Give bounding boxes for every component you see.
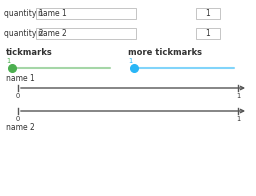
Text: 1: 1 [236,115,240,122]
Text: name 2: name 2 [6,123,35,132]
FancyBboxPatch shape [36,7,136,18]
Text: 0: 0 [16,93,20,99]
Text: 1: 1 [6,58,10,64]
Text: quantity 2:: quantity 2: [4,28,46,37]
Text: 0: 0 [16,115,20,122]
Text: 1: 1 [128,58,132,64]
Text: tickmarks: tickmarks [6,47,53,56]
Text: more tickmarks: more tickmarks [128,47,202,56]
FancyBboxPatch shape [36,27,136,38]
FancyBboxPatch shape [196,7,220,18]
Text: 1: 1 [206,28,210,37]
Text: name 2: name 2 [38,28,67,37]
Text: 1: 1 [236,93,240,99]
FancyBboxPatch shape [196,27,220,38]
Text: quantity 1:: quantity 1: [4,8,46,17]
Text: name 1: name 1 [38,8,67,17]
Text: name 1: name 1 [6,74,35,83]
Text: 1: 1 [206,8,210,17]
